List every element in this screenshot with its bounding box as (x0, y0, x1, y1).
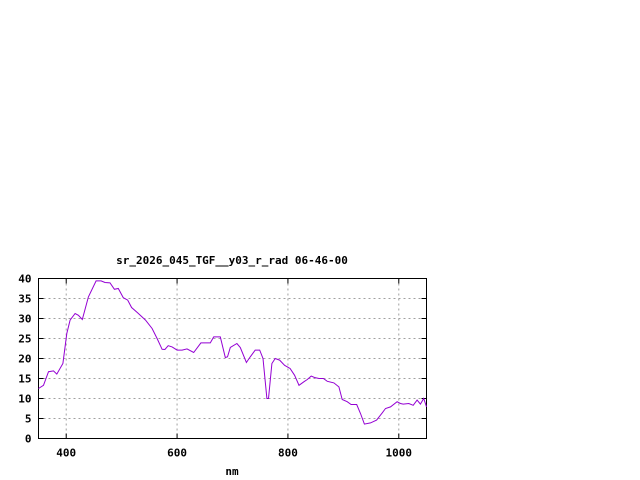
y-tick-label: 35 (18, 293, 31, 306)
y-tick-label: 0 (25, 433, 32, 446)
y-tick-label: 15 (18, 373, 31, 386)
y-tick-label: 5 (25, 413, 32, 426)
y-tick-label: 10 (18, 393, 31, 406)
x-tick-label: 600 (167, 447, 187, 460)
y-tick-label: 25 (18, 333, 31, 346)
x-tick-label: 400 (56, 447, 76, 460)
tick-labels: 0 5 10 15 20 25 30 35 40 400 600 800 1000 (18, 273, 412, 460)
series-line (38, 280, 427, 425)
chart-title: sr_2026_045_TGF__y03_r_rad 06-46-00 (116, 254, 348, 267)
grid (38, 278, 427, 439)
plot-frame (38, 278, 427, 439)
x-axis-label: nm (225, 465, 239, 478)
x-tick-label: 1000 (386, 447, 413, 460)
y-tick-label: 20 (18, 353, 31, 366)
x-tick-label: 800 (278, 447, 298, 460)
y-tick-label: 30 (18, 313, 31, 326)
y-tick-label: 40 (18, 273, 31, 286)
